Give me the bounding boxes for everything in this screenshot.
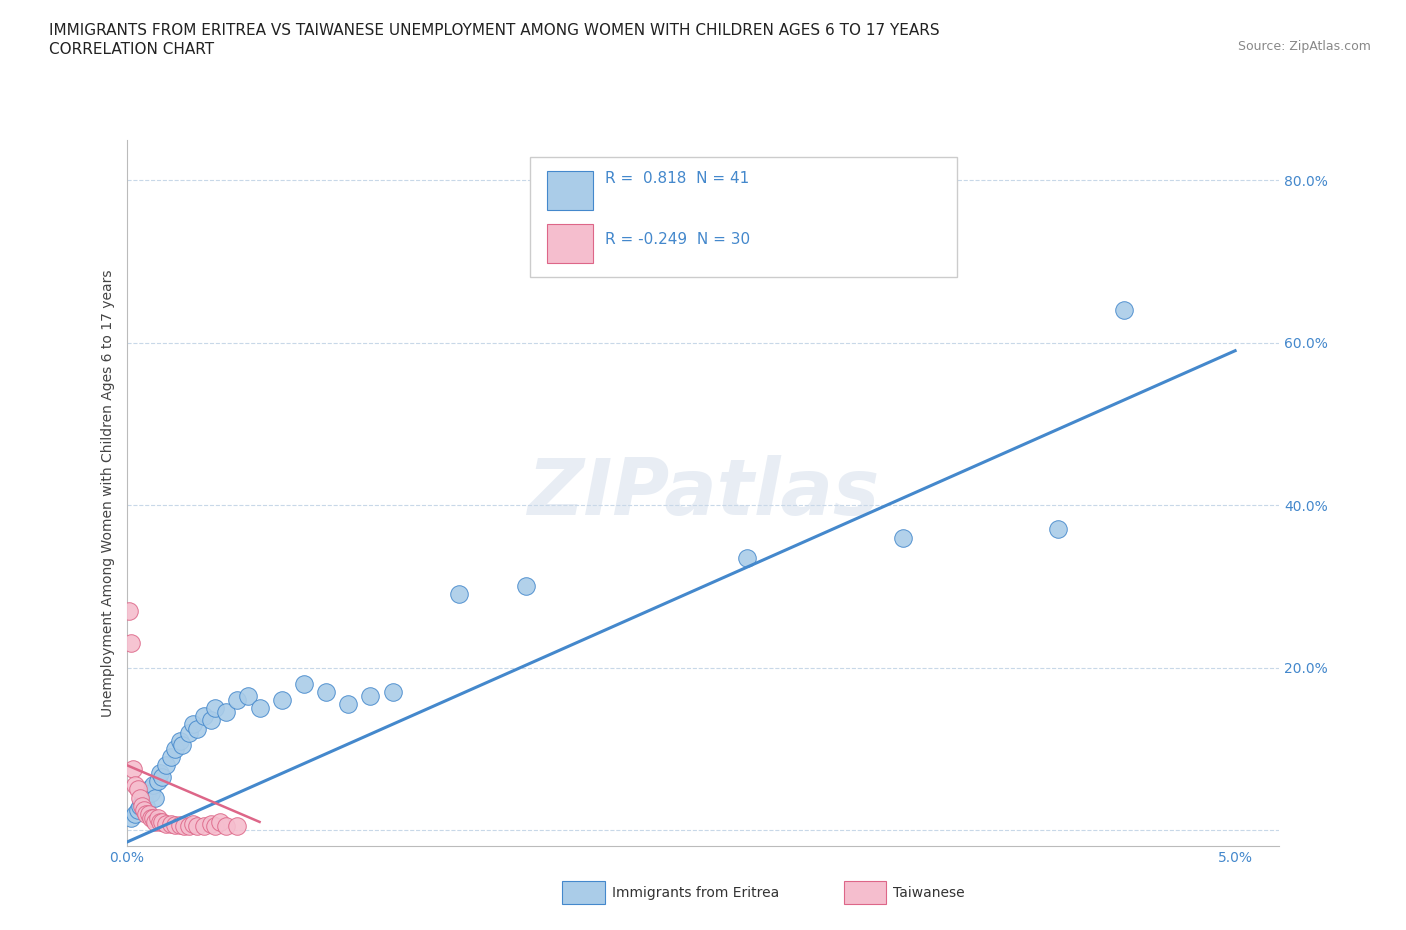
Point (891, 530, 914, 545)
Point (142, 777, 165, 792)
Point (208, 815, 231, 830)
Point (150, 815, 173, 830)
Text: Source: ZipAtlas.com: Source: ZipAtlas.com (1237, 40, 1371, 53)
FancyBboxPatch shape (547, 224, 593, 263)
Point (193, 818, 215, 833)
Point (160, 817, 183, 831)
Point (146, 774, 169, 789)
Point (381, 684, 404, 699)
Point (127, 782, 149, 797)
Point (249, 700, 271, 715)
Point (449, 587, 471, 602)
Point (169, 733, 191, 748)
Point (292, 676, 315, 691)
Point (193, 709, 215, 724)
Point (142, 810, 165, 825)
Point (138, 806, 160, 821)
Point (200, 817, 222, 831)
Point (128, 790, 150, 805)
Point (120, 636, 142, 651)
Point (186, 721, 208, 736)
Point (226, 693, 249, 708)
Point (165, 817, 187, 832)
Point (177, 725, 200, 740)
Point (160, 750, 183, 764)
Point (238, 688, 260, 703)
Point (270, 693, 292, 708)
Point (138, 782, 160, 797)
Text: R = -0.249  N = 30: R = -0.249 N = 30 (605, 232, 751, 247)
Text: CORRELATION CHART: CORRELATION CHART (49, 42, 214, 57)
Point (145, 815, 166, 830)
Point (173, 818, 195, 833)
Point (737, 551, 759, 565)
FancyBboxPatch shape (530, 157, 956, 277)
Point (131, 798, 153, 813)
Point (1046, 522, 1069, 537)
Point (155, 817, 177, 831)
Text: IMMIGRANTS FROM ERITREA VS TAIWANESE UNEMPLOYMENT AMONG WOMEN WITH CHILDREN AGES: IMMIGRANTS FROM ERITREA VS TAIWANESE UNE… (49, 23, 939, 38)
Point (134, 790, 156, 805)
Point (1114, 302, 1136, 317)
Text: Taiwanese: Taiwanese (893, 885, 965, 900)
Point (122, 762, 145, 777)
FancyBboxPatch shape (547, 171, 593, 210)
Point (204, 700, 226, 715)
Point (135, 798, 157, 813)
Point (169, 817, 191, 832)
Point (131, 794, 153, 809)
Point (149, 815, 172, 830)
Point (165, 741, 187, 756)
Point (145, 790, 166, 805)
Y-axis label: Unemployment Among Women with Children Ages 6 to 17 years: Unemployment Among Women with Children A… (101, 269, 115, 717)
Point (515, 578, 537, 593)
Point (204, 818, 226, 833)
Point (139, 786, 162, 801)
Point (215, 705, 238, 720)
Point (181, 817, 204, 831)
Point (200, 713, 222, 728)
Point (135, 806, 157, 821)
Point (139, 810, 162, 825)
Point (127, 803, 149, 817)
Point (181, 717, 204, 732)
Point (359, 688, 381, 703)
Point (149, 765, 172, 780)
Point (134, 803, 156, 817)
Point (315, 684, 337, 699)
Point (120, 810, 142, 825)
Point (215, 818, 238, 833)
Point (170, 737, 193, 752)
Point (155, 758, 177, 773)
Point (124, 806, 146, 821)
Text: R =  0.818  N = 41: R = 0.818 N = 41 (605, 171, 749, 186)
Point (146, 810, 169, 825)
Point (150, 770, 173, 785)
Point (186, 818, 208, 833)
Point (337, 697, 360, 711)
Point (118, 604, 141, 618)
Point (124, 777, 146, 792)
Text: ZIPatlas: ZIPatlas (527, 455, 879, 531)
Point (177, 818, 200, 833)
Point (226, 818, 249, 833)
Text: Immigrants from Eritrea: Immigrants from Eritrea (612, 885, 779, 900)
Point (128, 798, 150, 813)
